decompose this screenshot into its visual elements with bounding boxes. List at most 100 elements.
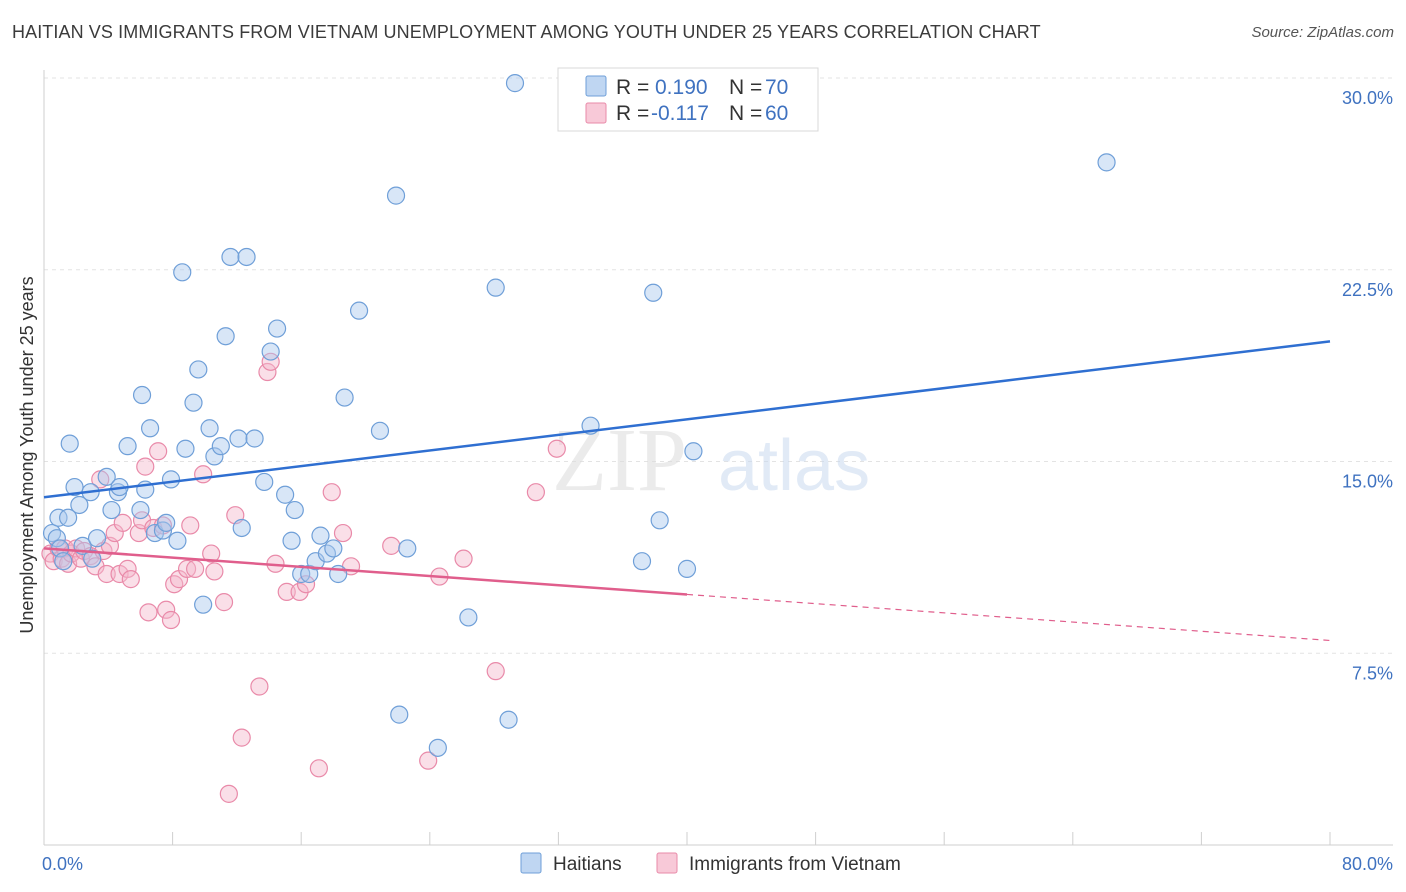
haitian-point [176,439,195,458]
vietnam-point [486,662,505,681]
haitian-point [499,710,518,729]
haitian-point [1097,153,1116,172]
haitians-trend-line [43,340,1331,499]
haitian-point [684,442,703,461]
vietnam-point [232,728,251,747]
haitian-point [211,437,230,456]
haitian-point [386,186,406,205]
haitian-point [194,595,213,614]
haitian-point [47,529,66,548]
vietnam-point [250,677,269,696]
legend-swatch-vietnam [585,102,607,124]
vietnam-point [202,544,221,563]
haitian-point [632,552,652,571]
vietnam-point [118,559,137,578]
haitian-point [60,434,79,453]
vietnam-point [149,442,168,461]
vietnam-point [547,439,566,458]
haitian-point [221,247,240,267]
haitian-point [118,437,137,456]
vietnam-point [205,562,224,581]
grid-lines [44,77,1393,654]
haitian-point [173,263,192,282]
haitian-point [102,500,121,520]
vietnam-point [194,465,213,484]
legend-r-label-1: R = [616,76,649,99]
haitian-point [311,526,330,545]
haitian-point [59,508,78,527]
haitian-point [97,467,116,486]
vietnam-point [258,362,277,382]
vietnam-point [157,600,176,619]
vietnam-trend-line-extrapolated [686,593,1331,642]
legend-r-value-1: 0.190 [655,76,708,99]
x-tick-label-max: 80.0% [1342,854,1393,874]
vietnam-point [161,610,181,630]
vietnam-point [181,516,200,535]
haitian-point [459,608,478,627]
vietnam-point [113,513,132,532]
watermark-atlas: atlas [718,426,870,506]
bottom-legend-vietnam: Immigrants from Vietnam [689,854,901,875]
haitian-point [255,472,274,492]
vietnam-point [309,759,328,778]
vietnam-point [322,483,341,502]
vietnam-point [419,751,438,770]
haitian-point [324,539,343,558]
legend-n-value-2: 60 [765,102,788,125]
haitian-point [370,421,390,440]
y-tick-label: 30.0% [1342,88,1393,108]
legend-swatch-haitians [585,75,607,97]
vietnam-point [219,784,238,803]
vietnam-point [526,483,545,502]
haitian-point [335,388,354,407]
haitian-point [282,531,301,550]
haitian-point [65,477,84,497]
vietnam-point [382,536,401,555]
y-axis-label: Unemployment Among Youth under 25 years [17,276,37,633]
haitian-point [390,705,409,724]
haitian-point [261,342,280,361]
legend-r-value-2: -0.117 [651,102,709,125]
series-immigrants-from-vietnam [41,352,566,803]
y-tick-labels: 7.5% 15.0% 22.5% 30.0% [1342,88,1393,683]
vietnam-point [136,457,155,476]
trend-lines [43,340,1331,642]
haitian-point [132,385,152,405]
vietnam-point [121,570,140,589]
vietnam-point [214,593,234,612]
y-tick-label: 22.5% [1342,280,1393,300]
y-tick-label: 15.0% [1342,472,1393,492]
x-axis-ticks [43,832,1331,845]
haitian-point [650,511,669,530]
haitian-point [200,419,219,438]
bottom-legend-swatch-haitians [520,852,542,874]
haitian-point [205,447,224,466]
haitian-point [267,319,287,338]
watermark-zip: ZIP [552,411,687,510]
vietnam-point [139,603,158,622]
haitian-point [87,529,107,548]
watermark: ZIP atlas [552,411,870,510]
haitian-point [83,549,102,568]
haitian-point [285,500,304,520]
haitian-point [276,485,295,504]
vietnam-point [454,549,473,568]
bottom-legend-haitians: Haitians [553,854,622,875]
haitian-point [398,539,417,558]
haitian-point [161,470,181,489]
legend-n-value-1: 70 [765,76,788,99]
haitian-point [232,518,251,538]
vietnam-point [261,352,280,371]
axes [43,70,1393,846]
y-tick-label: 7.5% [1352,663,1393,683]
haitian-point [229,429,248,448]
haitian-point [184,393,203,412]
vietnam-trend-line [43,547,688,596]
chart-title: HAITIAN VS IMMIGRANTS FROM VIETNAM UNEMP… [12,22,1041,42]
haitian-point [168,531,187,550]
haitian-point [644,283,663,302]
vietnam-point [97,564,116,584]
vietnam-point [165,575,184,594]
